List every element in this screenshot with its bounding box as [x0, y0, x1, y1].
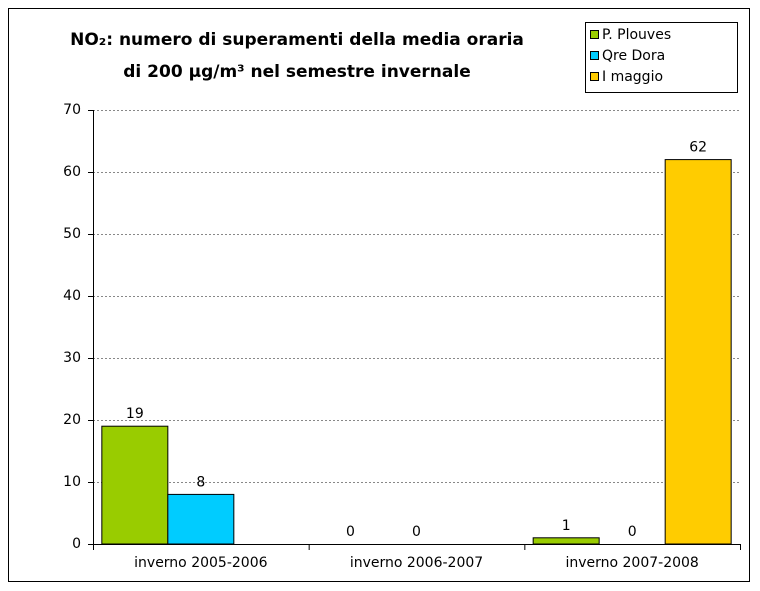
x-tick-label: inverno 2005-2006 — [134, 555, 267, 571]
data-label: 0 — [412, 524, 421, 540]
legend-label: Qre Dora — [602, 48, 665, 64]
y-tick-label: 50 — [63, 226, 81, 242]
data-label: 62 — [689, 140, 707, 156]
bar — [167, 493, 235, 545]
data-label: 8 — [196, 474, 205, 490]
data-label: 0 — [346, 524, 355, 540]
legend-swatch — [590, 72, 599, 81]
legend-label: I maggio — [602, 69, 663, 85]
data-label: 0 — [628, 524, 637, 540]
x-tick-label: inverno 2007-2008 — [565, 555, 698, 571]
legend-label: P. Plouves — [602, 27, 671, 43]
y-tick-label: 20 — [63, 412, 81, 428]
x-tick-label: inverno 2006-2007 — [350, 555, 483, 571]
y-tick-label: 30 — [63, 350, 81, 366]
legend-swatch — [590, 51, 599, 60]
bar — [532, 537, 600, 545]
data-label: 19 — [126, 406, 144, 422]
y-tick-label: 70 — [63, 102, 81, 118]
legend-box — [585, 22, 738, 93]
bar — [101, 425, 169, 545]
y-tick-label: 0 — [72, 536, 81, 552]
data-label: 1 — [562, 518, 571, 534]
y-tick-label: 40 — [63, 288, 81, 304]
chart-title: di 200 µg/m³ nel semestre invernale — [123, 62, 471, 82]
legend-swatch — [590, 30, 599, 39]
y-tick-label: 60 — [63, 164, 81, 180]
chart-title: NO₂: numero di superamenti della media o… — [70, 30, 524, 50]
y-tick-label: 10 — [63, 474, 81, 490]
bar — [664, 159, 732, 545]
